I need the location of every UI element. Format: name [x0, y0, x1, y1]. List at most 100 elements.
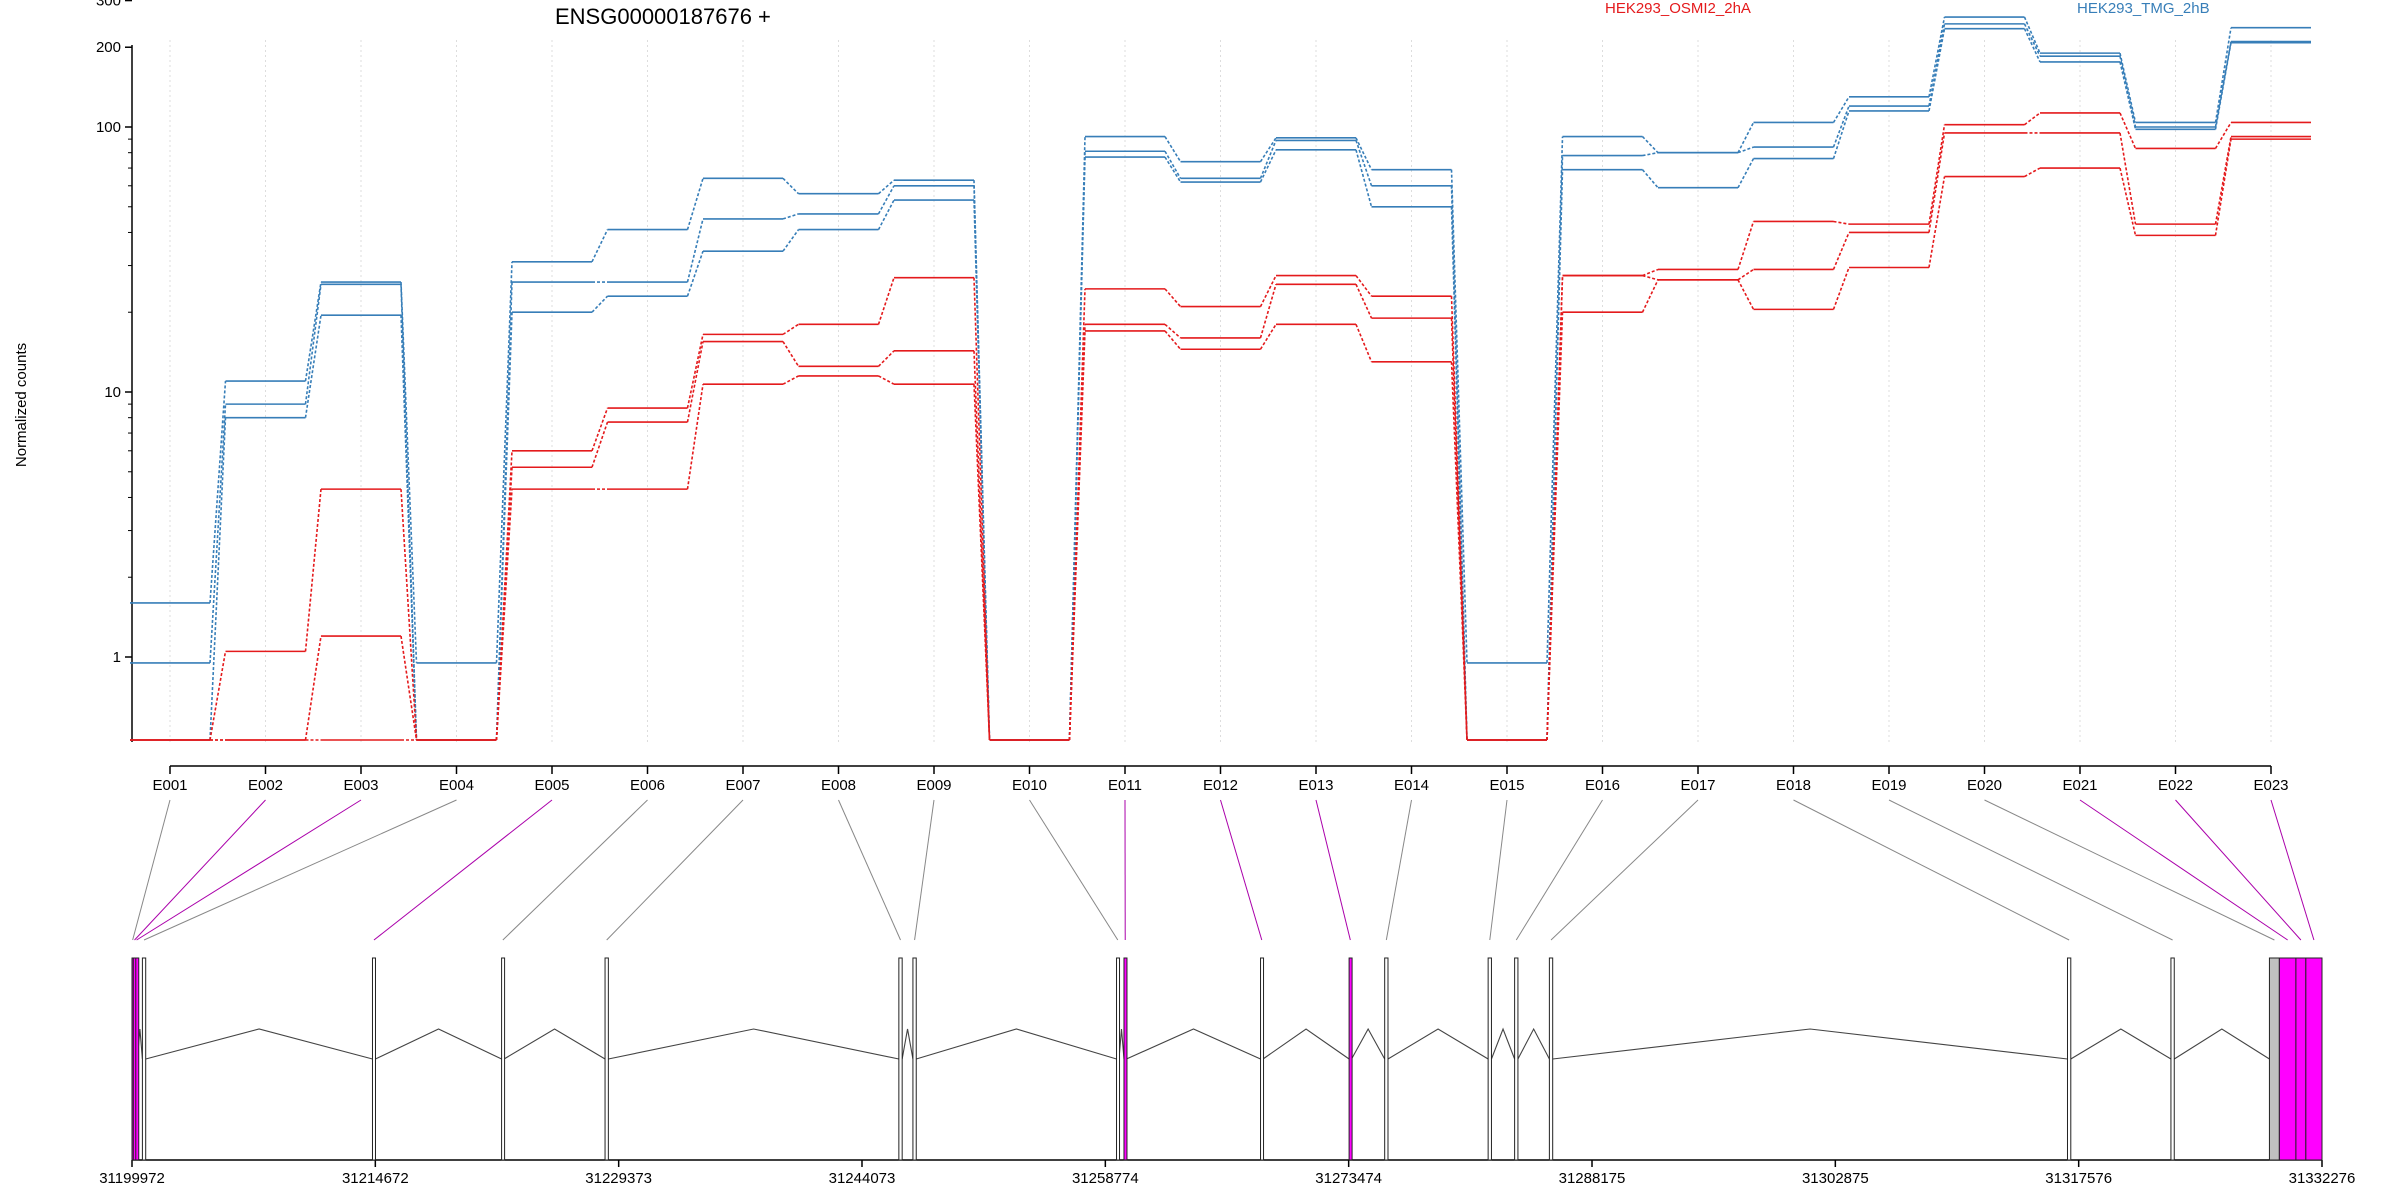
data-connector: [1642, 151, 1659, 157]
data-connector: [877, 185, 895, 215]
data-connector: [1355, 324, 1373, 363]
data-connector: [1355, 275, 1373, 297]
exon-box: [2295, 957, 2307, 1161]
data-connector: [1737, 268, 1754, 281]
genomic-tick-label: 31302875: [1802, 1170, 1869, 1187]
intron-line: [1351, 1027, 1386, 1060]
genomic-tick-label: 31288175: [1559, 1170, 1626, 1187]
exon-map-line: [1515, 799, 1603, 941]
data-connector: [304, 281, 322, 382]
data-connector: [400, 635, 418, 741]
intron-line: [916, 1028, 1117, 1060]
x-tick-label: E008: [821, 777, 856, 794]
intron-line: [145, 1028, 373, 1060]
x-tick-label: E002: [248, 777, 283, 794]
exon-map-line: [132, 799, 171, 941]
x-tick-label: E003: [343, 777, 378, 794]
data-connector: [782, 177, 800, 195]
data-connector: [2024, 112, 2041, 126]
exon-box: [898, 957, 903, 1161]
x-tick-label: E009: [916, 777, 951, 794]
data-connector: [1737, 158, 1755, 189]
legend-entry-osmi: HEK293_OSMI2_2hA: [1605, 0, 1751, 17]
data-connector: [209, 651, 227, 741]
exon-map-line: [1029, 799, 1119, 941]
data-connector: [1164, 150, 1182, 179]
data-connector: [1928, 124, 1946, 225]
data-connector: [686, 178, 704, 230]
exon-box: [1514, 957, 1519, 1161]
intron-line: [2070, 1028, 2172, 1060]
data-connector: [2214, 27, 2232, 123]
y-tick-label: 10: [104, 384, 121, 401]
data-connector: [2023, 28, 2041, 63]
data-connector: [1641, 169, 1659, 189]
data-connector: [1355, 283, 1373, 319]
genomic-tick-label: 31258774: [1072, 1170, 1139, 1187]
exon-box: [1487, 957, 1492, 1161]
data-connector: [1642, 268, 1659, 277]
data-connector: [304, 315, 322, 418]
y-tick-label: 1: [113, 649, 121, 666]
legend-entry-tmg: HEK293_TMG_2hB: [2077, 0, 2210, 17]
data-connector: [209, 417, 227, 741]
data-connector: [2119, 56, 2137, 128]
data-connector: [1450, 206, 1468, 741]
x-tick-label: E016: [1585, 777, 1620, 794]
data-connector: [686, 384, 704, 490]
data-connector: [304, 284, 322, 405]
data-connector: [591, 421, 609, 468]
x-tick-label: E017: [1680, 777, 1715, 794]
data-connector: [686, 218, 704, 283]
intron-line: [1552, 1028, 2068, 1060]
exon-map-line: [914, 799, 935, 941]
data-connector: [1737, 279, 1755, 310]
data-connector: [1164, 323, 1182, 339]
data-connector: [2119, 52, 2137, 123]
data-connector: [495, 312, 513, 741]
exon-map-line: [838, 799, 901, 941]
x-tick-label: E021: [2062, 777, 2097, 794]
x-tick-label: E014: [1394, 777, 1429, 794]
y-tick-label: 300: [96, 0, 121, 10]
exon-map-line: [1984, 799, 2275, 941]
y-tick-label: 100: [96, 119, 121, 136]
data-connector: [209, 404, 227, 663]
data-connector: [1928, 176, 1946, 268]
exon-box: [2305, 957, 2323, 1161]
data-connector: [209, 380, 227, 603]
gene-model: 31199972 31214672 31229373 31244073 31258774…: [99, 957, 2356, 1187]
data-connector: [1450, 361, 1468, 741]
x-tick-label: E007: [725, 777, 760, 794]
data-connector: [495, 282, 513, 741]
data-connector: [2214, 138, 2232, 236]
data-connector: [2023, 23, 2041, 57]
data-connector: [1450, 318, 1468, 741]
grid-layer: [169, 40, 2272, 742]
data-connector: [1832, 105, 1850, 148]
x-tick-label: E018: [1776, 777, 1811, 794]
data-connector: [877, 277, 895, 325]
exon-map-line: [1385, 799, 1412, 941]
exon-box: [1348, 957, 1353, 1161]
exon-map-line: [1220, 799, 1263, 941]
exon-box: [604, 957, 609, 1161]
data-connector: [304, 635, 322, 741]
axes-layer: 1 10 100 200 300 E001 E002 E003 E004 E005 E006 E007…: [96, 0, 2289, 794]
data-connector: [1832, 267, 1850, 310]
data-connector: [1832, 232, 1850, 270]
data-connector: [1641, 136, 1659, 154]
x-tick-label: E023: [2253, 777, 2288, 794]
x-tick-label: E011: [1108, 777, 1142, 794]
exon-box: [2268, 957, 2280, 1161]
data-connector: [1928, 23, 1946, 107]
y-tick-label: 200: [96, 39, 121, 56]
data-connector: [1164, 156, 1182, 183]
genomic-tick-label: 31229373: [585, 1170, 652, 1187]
genomic-tick-label: 31332276: [2289, 1170, 2356, 1187]
exon-mapping-lines: [132, 799, 2315, 941]
data-connector: [591, 229, 609, 263]
series-layer: [130, 16, 2311, 741]
data-connector: [1259, 149, 1277, 183]
intron-line: [375, 1028, 502, 1060]
